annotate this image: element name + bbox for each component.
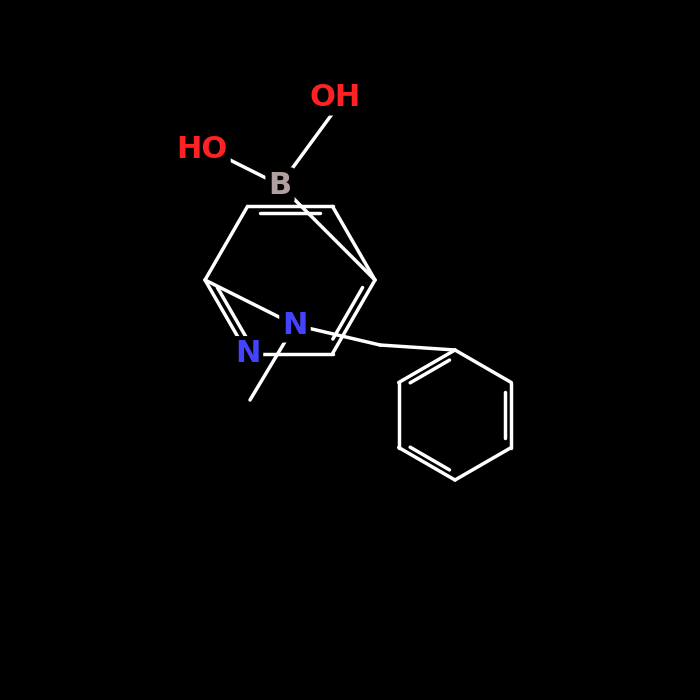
Text: OH: OH — [309, 83, 360, 113]
Text: B: B — [268, 171, 292, 199]
Text: N: N — [282, 311, 308, 340]
Text: N: N — [234, 339, 260, 368]
Text: HO: HO — [176, 136, 228, 164]
